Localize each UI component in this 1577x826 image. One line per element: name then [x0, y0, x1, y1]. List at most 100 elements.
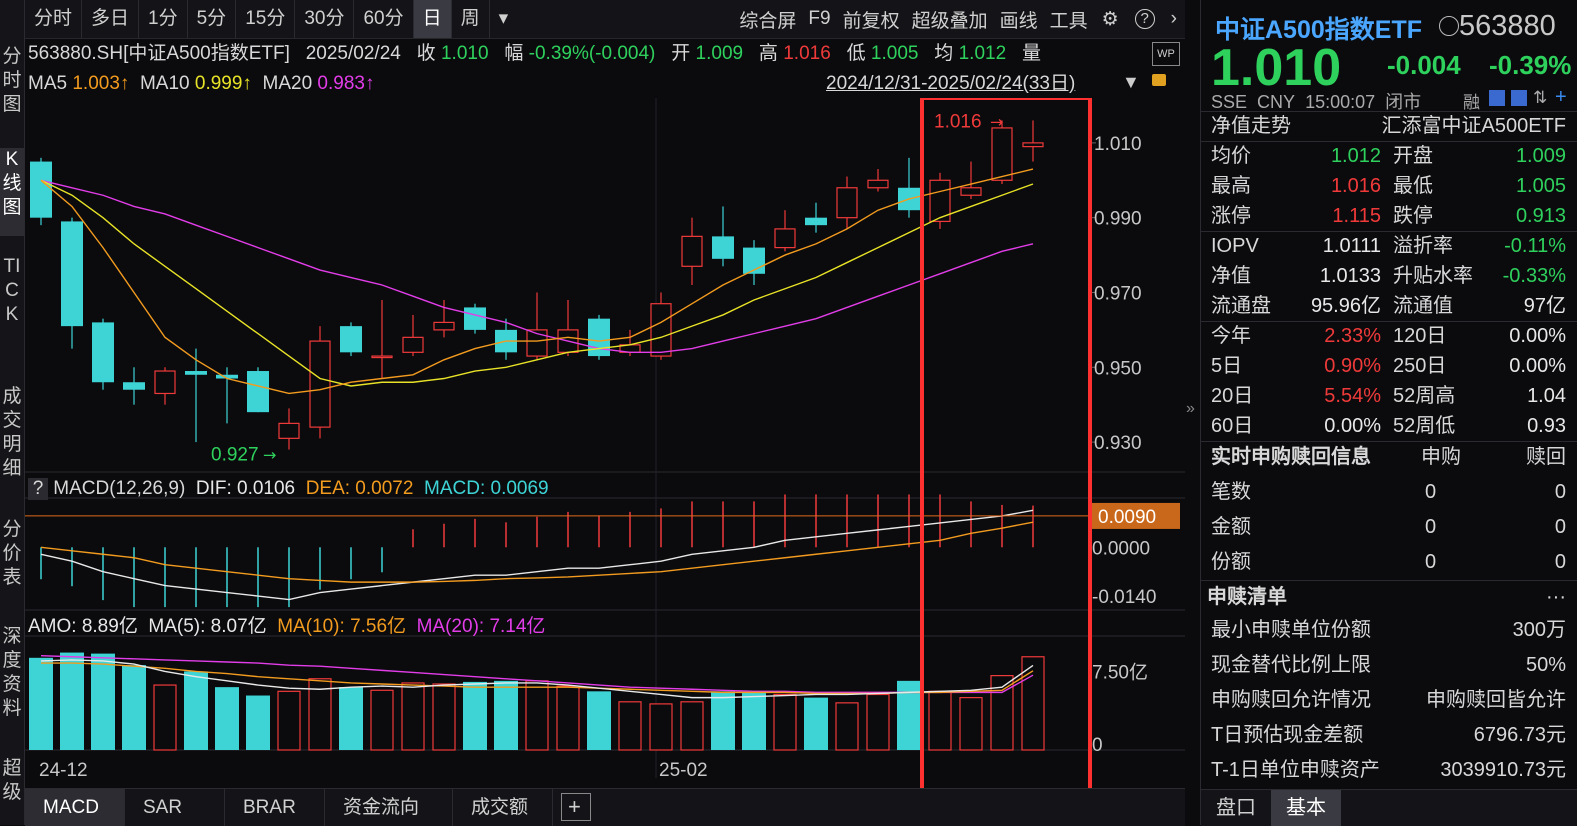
basket-label-4: T-1日单位申赎资产	[1211, 759, 1380, 781]
candle-body[interactable]	[309, 340, 331, 428]
macd-help-button[interactable]: ?	[28, 478, 48, 500]
open-label: 开	[671, 43, 691, 64]
nav_rows-label-a-0: IOPV	[1211, 235, 1259, 257]
chevron-right-icon[interactable]: ›	[1170, 8, 1177, 29]
macd-title: MACD(12,26,9)	[53, 478, 186, 499]
perf_rows-label-a-0: 今年	[1211, 325, 1251, 347]
perf_rows-value-b-1: 0.00%	[1509, 355, 1566, 377]
indicator-tab-2[interactable]: BRAR	[225, 789, 325, 826]
period-tab-1[interactable]: 多日	[82, 0, 140, 38]
toolbar-btn-4[interactable]: 画线	[999, 10, 1038, 32]
left-tab-1[interactable]: K线图	[0, 148, 24, 236]
add-icon[interactable]: +	[1555, 86, 1567, 108]
period-tab-7[interactable]: 日	[413, 0, 452, 38]
basket-value-0: 300万	[1512, 619, 1566, 641]
quote_rows-value-a-0: 1.012	[1330, 145, 1381, 167]
macd-tick-label: -0.0140	[1092, 587, 1156, 608]
period-tab-5[interactable]: 30分	[295, 0, 355, 38]
candle-body[interactable]	[991, 127, 1013, 181]
subscription-val2-2: 0	[1554, 551, 1566, 573]
currency: CNY	[1257, 92, 1296, 112]
left-tab-2[interactable]: TICK	[3, 256, 21, 325]
quote_rows-label-a-1: 最高	[1211, 175, 1251, 197]
nav_rows-row-1: 净值 1.0133 升贴水率 -0.33%	[1211, 261, 1566, 291]
left-tab-3[interactable]: 成交明细	[2, 386, 22, 479]
candle-body[interactable]	[650, 303, 672, 357]
add-indicator-plus-icon[interactable]: +	[561, 793, 591, 821]
candle-body[interactable]	[588, 318, 610, 357]
pin-icon[interactable]: ⇅	[1533, 88, 1548, 107]
date-range-dropdown-icon[interactable]: ▼	[1122, 72, 1140, 92]
indicator-tab-0[interactable]: MACD	[25, 789, 125, 826]
period-tab-3[interactable]: 5分	[188, 0, 237, 38]
candle-body[interactable]	[278, 422, 300, 439]
perf_rows-value-b-3: 0.93	[1527, 415, 1566, 437]
candle-body[interactable]	[836, 187, 858, 219]
candle-body[interactable]	[247, 371, 269, 413]
left-tab-6[interactable]: 超级	[2, 758, 22, 803]
help-circle-icon[interactable]: ?	[1134, 9, 1155, 29]
candle-body[interactable]	[774, 228, 796, 249]
indicator-tab-4[interactable]: 成交额	[453, 789, 553, 826]
amo-bar	[897, 680, 921, 750]
candle-body[interactable]	[185, 371, 207, 375]
nav-trend-row[interactable]: 净值走势 汇添富中证A500ETF	[1211, 111, 1566, 141]
candle-body[interactable]	[92, 322, 114, 383]
period-tab-0[interactable]: 分时	[25, 0, 83, 38]
panel-collapse-icon[interactable]: »	[1186, 400, 1195, 417]
basket-more[interactable]: ···	[1546, 586, 1566, 608]
draw-icon[interactable]	[1511, 90, 1527, 106]
ma20-line	[40, 179, 1034, 354]
subscription-row-0: 笔数 0 0	[1211, 477, 1566, 507]
perf_rows-row-2: 20日 5.54% 52周高 1.04	[1211, 381, 1566, 411]
candle-body[interactable]	[1022, 142, 1044, 148]
date-range-selector[interactable]: 2024/12/31-2025/02/24(33日)	[826, 73, 1076, 94]
period-tab-8[interactable]: 周	[452, 0, 490, 38]
candle-body[interactable]	[61, 221, 83, 327]
edit-icon[interactable]	[1489, 90, 1505, 106]
basket-row-0: 最小申赎单位份额 300万	[1211, 615, 1566, 645]
period-tab-6[interactable]: 60分	[354, 0, 414, 38]
indicator-tab-3[interactable]: 资金流向	[325, 789, 453, 826]
left-tab-5[interactable]: 深度资料	[2, 626, 22, 719]
candle-body[interactable]	[681, 235, 703, 267]
nav_rows-value-b-1: -0.33%	[1502, 265, 1566, 287]
toolbar-btn-5[interactable]: 工具	[1049, 10, 1088, 32]
fund-code: 563880	[1459, 10, 1556, 42]
left-tab-4[interactable]: 分价表	[2, 519, 22, 588]
left-tab-0[interactable]: 分时图	[2, 46, 22, 115]
toolbar-btn-1[interactable]: F9	[808, 8, 831, 29]
candle-body[interactable]	[433, 321, 455, 331]
candle-body[interactable]	[960, 187, 982, 196]
right-panel-tab-0[interactable]: 盘口	[1216, 797, 1256, 819]
period-more-icon[interactable]: ▾	[498, 8, 509, 29]
candle-body[interactable]	[402, 336, 424, 353]
candle-body[interactable]	[123, 382, 145, 390]
toolbar-btn-2[interactable]: 前复权	[842, 10, 900, 32]
candle-body[interactable]	[867, 179, 889, 189]
info-circle-icon[interactable]	[1439, 16, 1459, 36]
candle-body[interactable]	[526, 329, 548, 357]
lock-icon[interactable]	[1152, 74, 1166, 86]
period-tab-2[interactable]: 1分	[139, 0, 188, 38]
ma5-line	[40, 168, 1034, 395]
candle-body[interactable]	[371, 355, 393, 359]
settings-gear-icon[interactable]: ⚙	[1101, 8, 1119, 30]
wp-icon[interactable]: WP	[1152, 42, 1180, 66]
candle-body[interactable]	[30, 161, 52, 218]
amo-ma20-line	[40, 655, 1034, 694]
candle-body[interactable]	[340, 326, 362, 353]
candle-body[interactable]	[464, 307, 486, 330]
amo-bar	[215, 687, 239, 750]
period-tab-4[interactable]: 15分	[236, 0, 296, 38]
right-panel-tab-1[interactable]: 基本	[1271, 790, 1341, 826]
toolbar-btn-3[interactable]: 超级叠加	[911, 10, 988, 32]
candle-body[interactable]	[154, 370, 176, 395]
toolbar-btn-0[interactable]: 综合屏	[739, 10, 797, 32]
candle-body[interactable]	[712, 236, 734, 259]
indicator-tab-1[interactable]: SAR	[125, 789, 225, 826]
divider	[1201, 231, 1577, 232]
candle-body[interactable]	[805, 217, 827, 226]
candle-body[interactable]	[216, 374, 238, 379]
